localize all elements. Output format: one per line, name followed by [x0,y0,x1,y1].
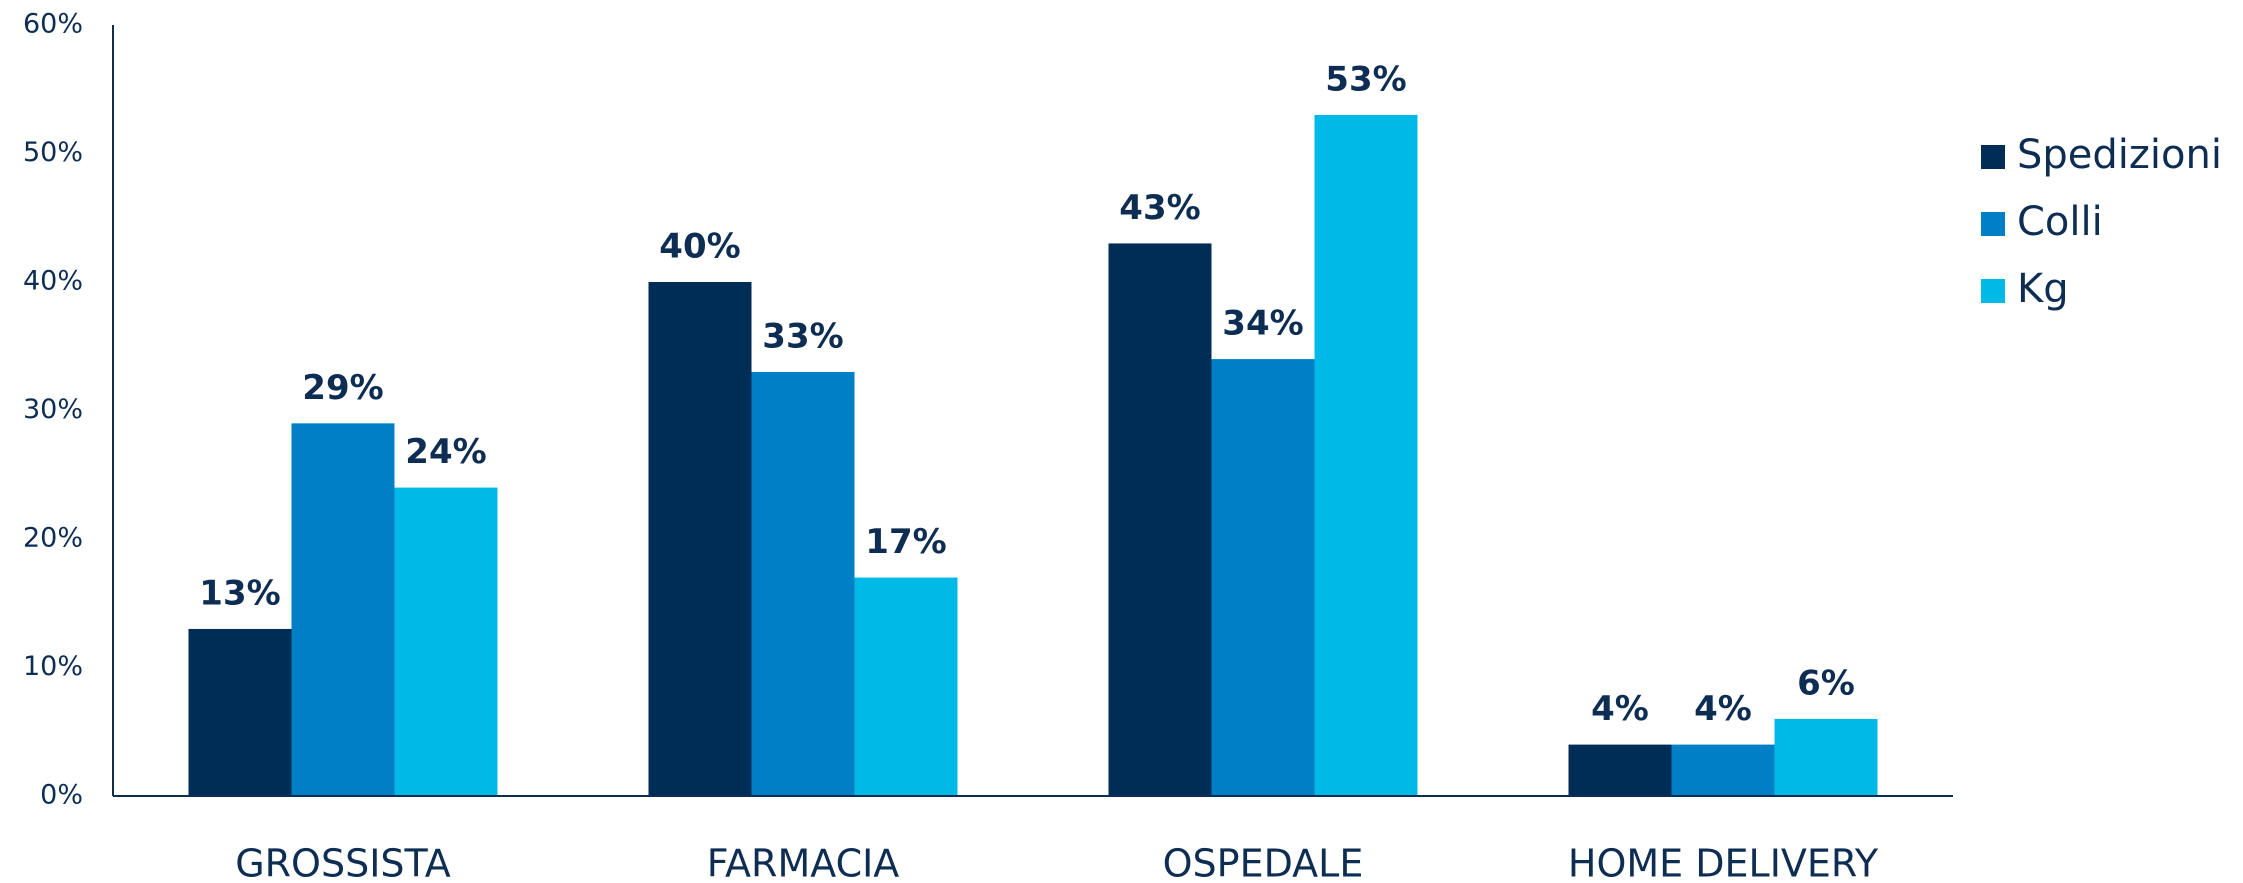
bar [1774,718,1878,796]
bar [1211,359,1315,796]
data-label: 43% [1119,188,1200,228]
data-label: 29% [302,368,383,408]
bar [1568,744,1672,796]
legend-label: Kg [2017,266,2069,312]
data-label: 6% [1797,663,1855,703]
legend-label: Spedizioni [2017,132,2222,178]
legend-swatch [1981,212,2005,236]
x-tick-label: FARMACIA [707,842,900,883]
data-label: 4% [1591,689,1649,729]
bar [1314,114,1418,796]
bar [291,423,395,796]
x-tick-label: HOME DELIVERY [1568,842,1879,883]
data-label: 33% [762,316,843,356]
data-label: 4% [1694,689,1752,729]
data-label: 13% [199,573,280,613]
bar [854,577,958,796]
legend-swatch [1981,145,2005,169]
y-tick-label: 20% [23,523,83,554]
legend-swatch [1981,279,2005,303]
y-tick-label: 0% [40,780,83,811]
x-tick-label: OSPEDALE [1163,842,1364,883]
y-tick-label: 40% [23,266,83,297]
bar [1108,243,1212,796]
data-label: 40% [659,227,740,267]
data-label: 24% [405,432,486,472]
x-tick-label: GROSSISTA [235,842,451,883]
bar [188,628,292,796]
data-label: 53% [1325,59,1406,99]
bar [1671,744,1775,796]
y-tick-label: 60% [23,9,83,40]
bar [394,487,498,796]
legend-label: Colli [2017,199,2103,245]
bar [648,282,752,796]
data-label: 34% [1222,304,1303,344]
y-tick-label: 30% [23,394,83,425]
y-tick-label: 10% [23,651,83,682]
data-label: 17% [865,522,946,562]
y-tick-label: 50% [23,137,83,168]
bar [751,371,855,796]
